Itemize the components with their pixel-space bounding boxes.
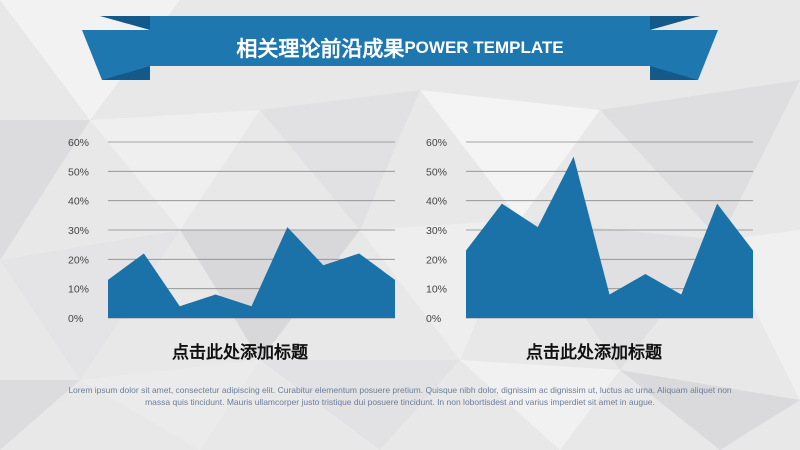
- y-tick-label: 10%: [68, 284, 89, 296]
- banner-left-tail: [82, 30, 150, 80]
- banner-right-top-fold: [650, 16, 700, 30]
- left-chart-title: 点击此处添加标题: [172, 343, 308, 363]
- banner-left-fold: [102, 66, 150, 80]
- y-tick-label: 60%: [426, 137, 447, 149]
- title-banner: [82, 16, 718, 80]
- y-tick-label: 50%: [426, 166, 447, 178]
- page-title: 相关理论前沿成果 POWER TEMPLATE: [150, 28, 650, 68]
- page-title-en: POWER TEMPLATE: [404, 38, 564, 57]
- banner-main: [150, 16, 650, 66]
- left-area-chart: 0% 10% 20% 30% 40% 50% 60%: [68, 137, 395, 325]
- footer-body-text: Lorem ipsum dolor sit amet, consectetur …: [68, 385, 732, 407]
- y-tick-label: 50%: [68, 166, 89, 178]
- page-title-cn: 相关理论前沿成果: [236, 37, 405, 61]
- y-tick-label: 0%: [426, 313, 441, 325]
- y-tick-label: 60%: [68, 137, 89, 149]
- right-area-chart: 0% 10% 20% 30% 40% 50% 60%: [426, 137, 753, 325]
- banner-left-top-fold: [100, 16, 150, 30]
- y-tick-label: 20%: [68, 254, 89, 266]
- y-tick-label: 40%: [426, 196, 447, 208]
- banner-right-tail: [650, 30, 718, 80]
- y-tick-label: 0%: [68, 313, 83, 325]
- area-series: [108, 227, 395, 318]
- banner-right-fold: [650, 66, 698, 80]
- y-tick-label: 30%: [426, 225, 447, 237]
- y-tick-label: 10%: [426, 284, 447, 296]
- area-series: [466, 156, 753, 318]
- right-chart-title: 点击此处添加标题: [526, 343, 662, 363]
- y-tick-label: 20%: [426, 254, 447, 266]
- y-tick-label: 30%: [68, 225, 89, 237]
- y-tick-label: 40%: [68, 196, 89, 208]
